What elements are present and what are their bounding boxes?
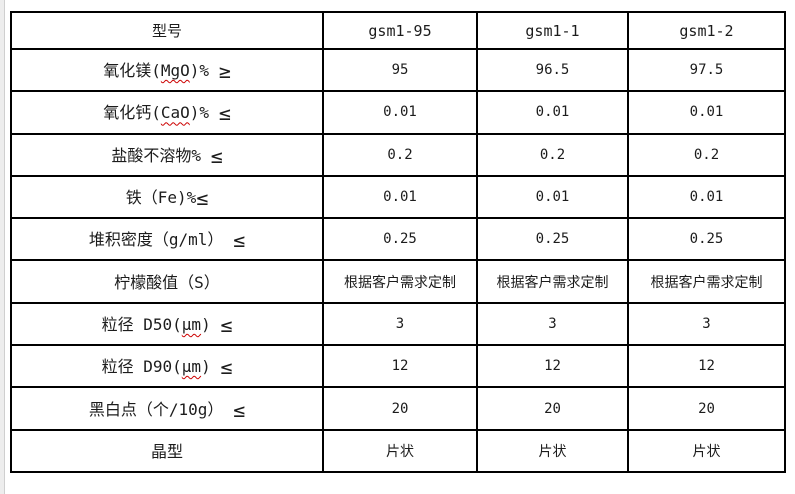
value-cell: 12 <box>627 344 786 389</box>
comparison-operator-icon: ≤ <box>233 397 246 422</box>
header-cell-model: 型号 <box>10 11 324 50</box>
value-cell: 根据客户需求定制 <box>322 259 478 304</box>
value-cell: 3 <box>627 301 786 347</box>
value-cell: 0.01 <box>476 174 629 220</box>
row-label-text: 堆积密度（g/ml） <box>88 230 234 250</box>
spellcheck-marked-text: MgO <box>160 61 190 81</box>
value-cell: 20 <box>627 386 786 431</box>
value-cell: 0.01 <box>322 90 478 135</box>
value-cell: 片状 <box>627 428 786 474</box>
header-row: 型号 gsm1-95 gsm1-1 gsm1-2 <box>10 11 786 50</box>
value-cell: 12 <box>322 344 478 389</box>
comparison-operator-icon: ≥ <box>218 59 231 84</box>
row-label: 黑白点（个/10g） ≤ <box>10 386 324 431</box>
table-row: 粒径 D90(μm) ≤ 12 12 12 <box>10 344 786 389</box>
page-edge <box>0 0 5 494</box>
value-cell: 96.5 <box>476 47 629 93</box>
value-cell: 0.01 <box>322 174 478 220</box>
table-row: 黑白点（个/10g） ≤ 20 20 20 <box>10 386 786 431</box>
value-cell: 95 <box>322 47 478 93</box>
comparison-operator-icon: ≤ <box>220 312 233 337</box>
row-label-text: 粒径 D50( <box>101 314 182 334</box>
table-row: 盐酸不溶物% ≤ 0.2 0.2 0.2 <box>10 132 786 177</box>
value-cell: 20 <box>322 386 478 431</box>
spec-table: 型号 gsm1-95 gsm1-1 gsm1-2 氧化镁(MgO)% ≥ 95 … <box>10 11 786 474</box>
table-row: 堆积密度（g/ml） ≤ 0.25 0.25 0.25 <box>10 217 786 262</box>
value-cell: 根据客户需求定制 <box>476 259 629 304</box>
comparison-operator-icon: ≤ <box>196 186 209 211</box>
comparison-operator-icon: ≤ <box>218 101 231 126</box>
value-cell: 0.01 <box>476 90 629 135</box>
value-cell: 0.2 <box>476 132 629 177</box>
value-cell: 0.25 <box>476 217 629 262</box>
header-cell-gsm1-1: gsm1-1 <box>476 11 629 50</box>
table-row: 氧化钙(CaO)% ≤ 0.01 0.01 0.01 <box>10 90 786 135</box>
row-label-text: 氧化镁( <box>103 61 161 81</box>
table-row: 铁（Fe)%≤ 0.01 0.01 0.01 <box>10 174 786 220</box>
spellcheck-marked-text: μm <box>181 357 202 377</box>
row-label-text: 晶型 <box>150 441 183 461</box>
value-cell: 0.01 <box>627 90 786 135</box>
row-label-text: 黑白点（个/10g） <box>88 399 234 419</box>
value-cell: 3 <box>322 301 478 347</box>
value-cell: 97.5 <box>627 47 786 93</box>
row-label: 铁（Fe)%≤ <box>10 174 324 220</box>
spellcheck-marked-text: μm <box>181 314 202 334</box>
row-label-text-post: ) <box>201 314 221 334</box>
value-cell: 0.25 <box>322 217 478 262</box>
value-cell: 0.25 <box>627 217 786 262</box>
row-label: 盐酸不溶物% ≤ <box>10 132 324 177</box>
value-cell: 0.01 <box>627 174 786 220</box>
value-cell: 0.2 <box>627 132 786 177</box>
value-cell: 20 <box>476 386 629 431</box>
row-label-text: 柠檬酸值（S） <box>114 272 220 292</box>
row-label-text: 盐酸不溶物% <box>111 145 211 165</box>
row-label-text: 氧化钙( <box>103 103 161 123</box>
value-cell: 片状 <box>476 428 629 474</box>
table-row: 粒径 D50(μm) ≤ 3 3 3 <box>10 301 786 347</box>
comparison-operator-icon: ≤ <box>220 355 233 380</box>
value-cell: 片状 <box>322 428 478 474</box>
row-label-text: 粒径 D90( <box>101 357 182 377</box>
table-body: 氧化镁(MgO)% ≥ 95 96.5 97.5 氧化钙(CaO)% ≤ 0.0… <box>10 47 786 474</box>
comparison-operator-icon: ≤ <box>233 228 246 253</box>
value-cell: 根据客户需求定制 <box>627 259 786 304</box>
value-cell: 12 <box>476 344 629 389</box>
table-row: 晶型 片状 片状 片状 <box>10 428 786 474</box>
row-label-text-post: )% <box>189 61 219 81</box>
header-cell-gsm1-95: gsm1-95 <box>322 11 478 50</box>
row-label: 氧化镁(MgO)% ≥ <box>10 47 324 93</box>
row-label: 粒径 D90(μm) ≤ <box>10 344 324 389</box>
row-label: 柠檬酸值（S） <box>10 259 324 304</box>
value-cell: 3 <box>476 301 629 347</box>
table-row: 柠檬酸值（S） 根据客户需求定制 根据客户需求定制 根据客户需求定制 <box>10 259 786 304</box>
row-label-text-post: ) <box>201 357 221 377</box>
row-label: 氧化钙(CaO)% ≤ <box>10 90 324 135</box>
table-row: 氧化镁(MgO)% ≥ 95 96.5 97.5 <box>10 47 786 93</box>
header-cell-gsm1-2: gsm1-2 <box>627 11 786 50</box>
row-label: 粒径 D50(μm) ≤ <box>10 301 324 347</box>
row-label: 晶型 <box>10 428 324 474</box>
row-label-text-post: )% <box>189 103 219 123</box>
table-header: 型号 gsm1-95 gsm1-1 gsm1-2 <box>10 11 786 50</box>
row-label: 堆积密度（g/ml） ≤ <box>10 217 324 262</box>
comparison-operator-icon: ≤ <box>210 143 223 168</box>
spellcheck-marked-text: CaO <box>160 103 190 123</box>
row-label-text: 铁（Fe)% <box>125 188 197 208</box>
value-cell: 0.2 <box>322 132 478 177</box>
